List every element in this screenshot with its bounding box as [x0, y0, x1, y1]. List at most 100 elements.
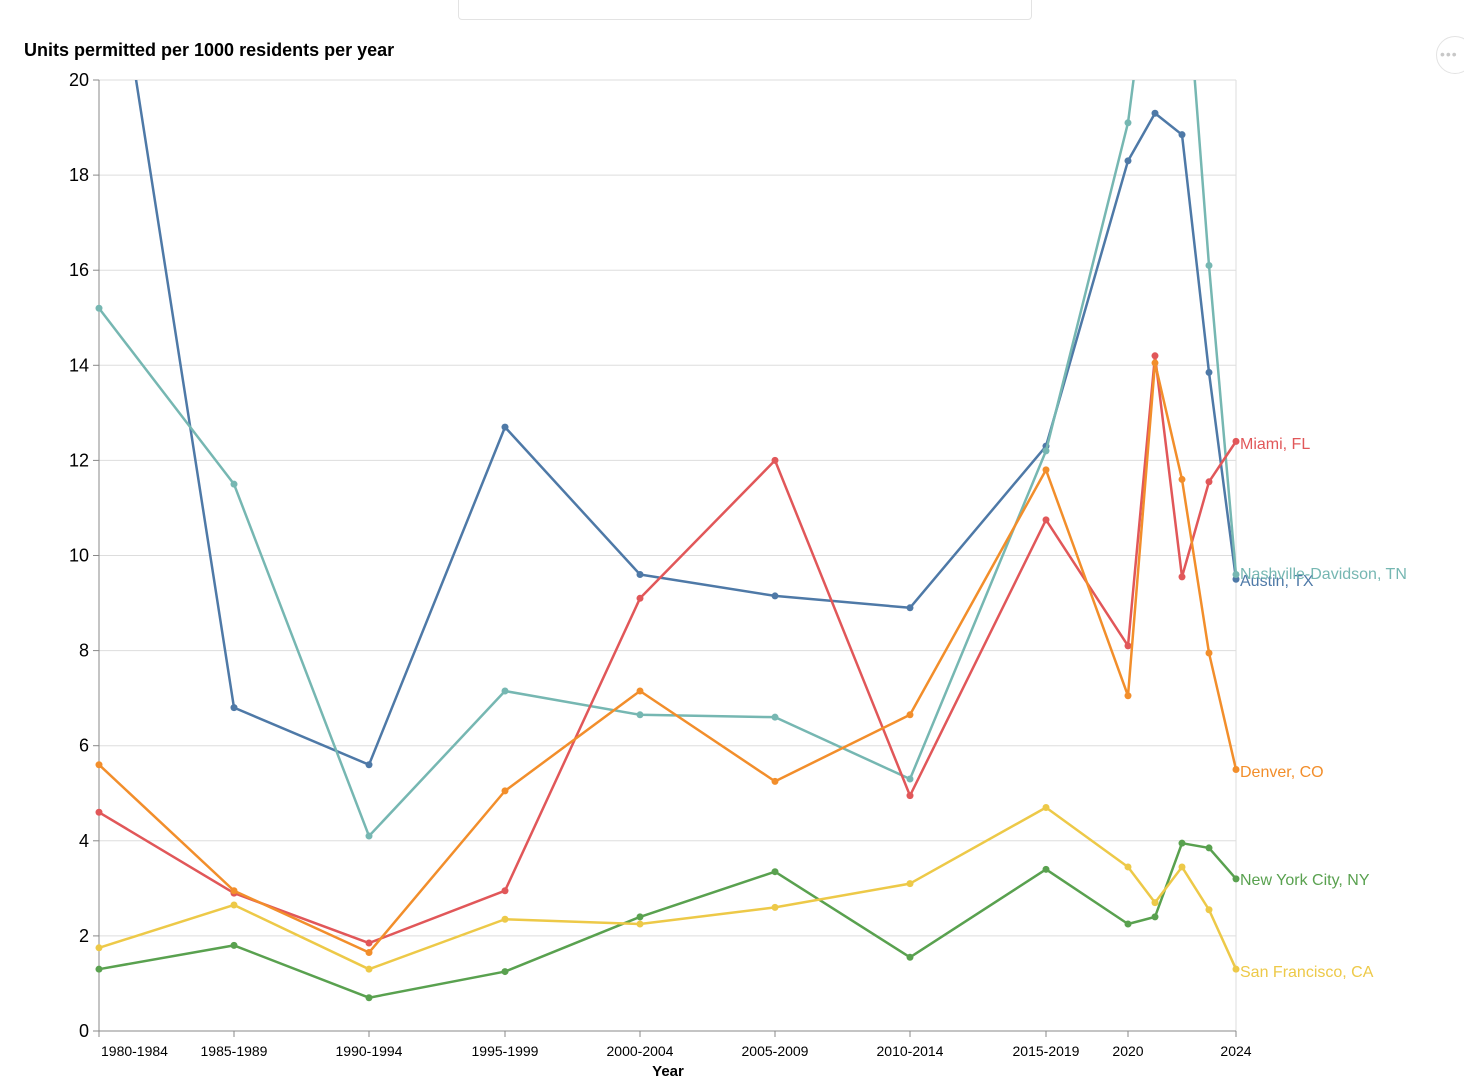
y-tick-label: 10: [69, 546, 89, 566]
data-point[interactable]: [1124, 692, 1132, 700]
data-point[interactable]: [1151, 899, 1159, 907]
x-tick-label: 2005-2009: [742, 1043, 809, 1059]
data-point[interactable]: [95, 944, 103, 952]
data-point[interactable]: [1178, 839, 1186, 847]
data-point[interactable]: [230, 887, 238, 895]
data-point[interactable]: [1042, 466, 1050, 474]
data-point[interactable]: [1205, 649, 1213, 657]
data-point[interactable]: [1124, 642, 1132, 650]
data-point[interactable]: [771, 903, 779, 911]
data-point[interactable]: [1232, 437, 1240, 445]
x-tick-label: 1990-1994: [336, 1043, 403, 1059]
x-tick-label: 2015-2019: [1013, 1043, 1080, 1059]
data-point[interactable]: [771, 868, 779, 876]
data-point[interactable]: [1124, 863, 1132, 871]
data-point[interactable]: [906, 775, 914, 783]
data-point[interactable]: [906, 792, 914, 800]
data-point[interactable]: [501, 423, 509, 431]
series-new-york-city-ny: New York City, NY: [95, 839, 1370, 1002]
series-nashville-davidson-tn: Nashville-Davidson, TN: [95, 80, 1407, 840]
data-point[interactable]: [1232, 765, 1240, 773]
x-axis-title: Year: [652, 1063, 684, 1080]
data-point[interactable]: [501, 687, 509, 695]
data-point[interactable]: [1042, 447, 1050, 455]
top-input-field[interactable]: [458, 0, 1032, 20]
data-point[interactable]: [230, 901, 238, 909]
data-point[interactable]: [1205, 844, 1213, 852]
series-end-label: San Francisco, CA: [1240, 964, 1374, 981]
data-point[interactable]: [230, 941, 238, 949]
data-point[interactable]: [1232, 965, 1240, 973]
y-tick-label: 16: [69, 260, 89, 280]
data-point[interactable]: [636, 594, 644, 602]
y-tick-label: 2: [79, 926, 89, 946]
more-options-button[interactable]: •••: [1436, 36, 1464, 74]
data-point[interactable]: [501, 968, 509, 976]
data-point[interactable]: [501, 915, 509, 923]
data-point[interactable]: [365, 939, 373, 947]
data-point[interactable]: [906, 880, 914, 888]
data-point[interactable]: [1151, 913, 1159, 921]
data-point[interactable]: [365, 761, 373, 769]
series-end-label: Nashville-Davidson, TN: [1240, 566, 1407, 583]
data-point[interactable]: [1151, 352, 1159, 360]
data-point[interactable]: [501, 787, 509, 795]
data-point[interactable]: [365, 994, 373, 1002]
data-point[interactable]: [95, 965, 103, 973]
data-point[interactable]: [1205, 478, 1213, 486]
data-point[interactable]: [365, 832, 373, 840]
data-point[interactable]: [1205, 906, 1213, 914]
data-point[interactable]: [1178, 863, 1186, 871]
x-tick-label: 1980-1984: [101, 1043, 168, 1059]
data-point[interactable]: [636, 913, 644, 921]
data-point[interactable]: [230, 704, 238, 712]
data-point[interactable]: [1178, 475, 1186, 483]
data-point[interactable]: [771, 713, 779, 721]
data-point[interactable]: [95, 304, 103, 312]
data-point[interactable]: [906, 604, 914, 612]
data-point[interactable]: [230, 480, 238, 488]
data-point[interactable]: [1178, 573, 1186, 581]
data-point[interactable]: [1151, 109, 1159, 117]
data-point[interactable]: [636, 920, 644, 928]
data-point[interactable]: [1232, 571, 1240, 579]
data-point[interactable]: [1205, 368, 1213, 376]
data-point[interactable]: [501, 887, 509, 895]
grid-lines: [99, 79, 1237, 1032]
data-point[interactable]: [906, 953, 914, 961]
data-point[interactable]: [1042, 804, 1050, 812]
data-point[interactable]: [1205, 261, 1213, 269]
y-tick-label: 6: [79, 736, 89, 756]
y-tick-label: 12: [69, 450, 89, 470]
x-tick-label: 2020: [1112, 1043, 1143, 1059]
data-point[interactable]: [1124, 157, 1132, 165]
more-horizontal-icon: •••: [1440, 46, 1458, 62]
data-point[interactable]: [1042, 516, 1050, 524]
series-miami-fl: Miami, FL: [95, 352, 1310, 947]
data-point[interactable]: [636, 711, 644, 719]
data-point[interactable]: [636, 687, 644, 695]
data-point[interactable]: [1124, 119, 1132, 127]
data-point[interactable]: [771, 777, 779, 785]
series-end-label: Austin, TX: [1240, 573, 1314, 590]
data-point[interactable]: [906, 711, 914, 719]
series-line: [98, 806, 1238, 971]
x-tick-label: 1995-1999: [472, 1043, 539, 1059]
data-point[interactable]: [95, 808, 103, 816]
data-point[interactable]: [1151, 359, 1159, 367]
data-point[interactable]: [1178, 131, 1186, 139]
x-tick-label: 2010-2014: [877, 1043, 944, 1059]
data-point[interactable]: [1124, 920, 1132, 928]
y-tick-label: 0: [79, 1021, 89, 1041]
data-point[interactable]: [95, 761, 103, 769]
data-point[interactable]: [636, 571, 644, 579]
data-point[interactable]: [365, 949, 373, 957]
data-point[interactable]: [365, 965, 373, 973]
series-end-label: Miami, FL: [1240, 436, 1310, 453]
data-point[interactable]: [771, 456, 779, 464]
y-tick-label: 4: [79, 831, 89, 851]
data-point[interactable]: [1042, 865, 1050, 873]
y-tick-label: 8: [79, 641, 89, 661]
data-point[interactable]: [1232, 875, 1240, 883]
data-point[interactable]: [771, 592, 779, 600]
